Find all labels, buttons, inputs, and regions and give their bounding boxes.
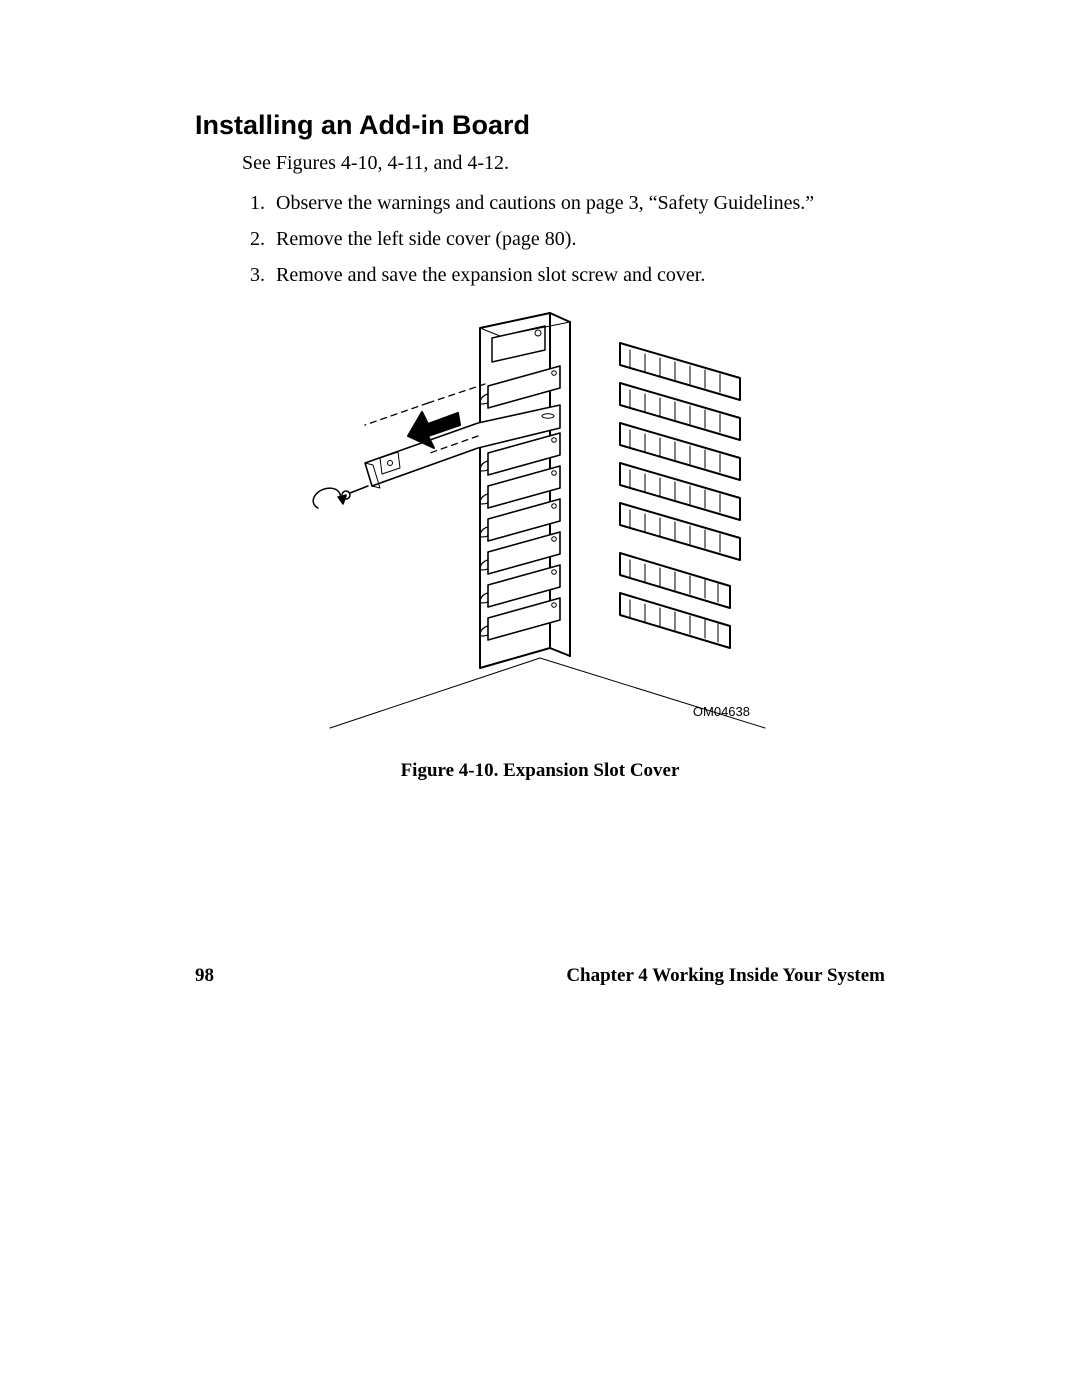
section-heading: Installing an Add-in Board <box>195 110 885 141</box>
page: Installing an Add-in Board See Figures 4… <box>0 0 1080 1397</box>
figure-caption: Figure 4-10. Expansion Slot Cover <box>195 760 885 782</box>
page-number: 98 <box>195 965 214 987</box>
step-item: Observe the warnings and cautions on pag… <box>270 188 885 218</box>
step-item: Remove and save the expansion slot screw… <box>270 260 885 290</box>
expansion-slot-diagram: OM04638 <box>310 308 770 748</box>
steps-list: Observe the warnings and cautions on pag… <box>242 188 885 290</box>
intro-text: See Figures 4-10, 4-11, and 4-12. <box>242 149 885 178</box>
chapter-label: Chapter 4 Working Inside Your System <box>566 965 885 987</box>
page-footer: 98 Chapter 4 Working Inside Your System <box>195 965 885 987</box>
figure-image-id: OM04638 <box>693 704 750 719</box>
step-item: Remove the left side cover (page 80). <box>270 224 885 254</box>
figure: OM04638 Figure 4-10. Expansion Slot Cove… <box>195 308 885 782</box>
